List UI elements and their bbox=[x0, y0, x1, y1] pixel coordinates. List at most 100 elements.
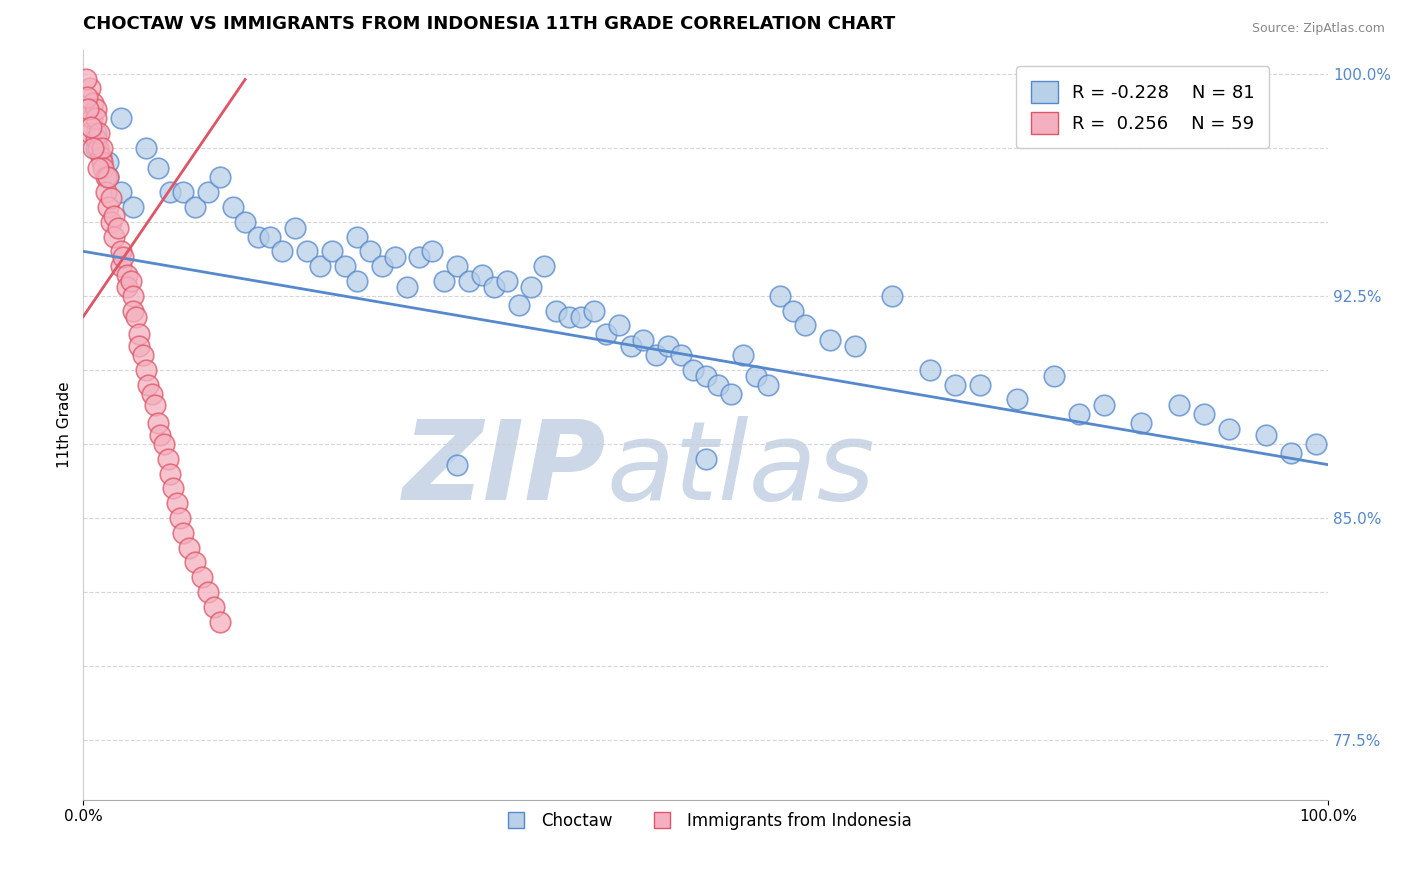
Point bbox=[177, 541, 200, 555]
Point bbox=[782, 303, 804, 318]
Point bbox=[141, 386, 163, 401]
Point bbox=[695, 451, 717, 466]
Point bbox=[321, 244, 343, 259]
Point bbox=[149, 428, 172, 442]
Point bbox=[132, 348, 155, 362]
Point bbox=[546, 303, 568, 318]
Point bbox=[645, 348, 668, 362]
Point bbox=[76, 90, 98, 104]
Y-axis label: 11th Grade: 11th Grade bbox=[58, 382, 72, 468]
Point bbox=[882, 289, 904, 303]
Point bbox=[80, 120, 103, 134]
Point bbox=[346, 229, 368, 244]
Point bbox=[110, 259, 132, 273]
Point bbox=[818, 333, 841, 347]
Point bbox=[82, 140, 104, 154]
Point bbox=[744, 368, 766, 383]
Point bbox=[308, 259, 330, 273]
Point bbox=[79, 81, 101, 95]
Point bbox=[97, 170, 120, 185]
Point bbox=[458, 274, 481, 288]
Point bbox=[620, 339, 643, 353]
Point bbox=[190, 570, 212, 584]
Point bbox=[89, 126, 111, 140]
Point bbox=[769, 289, 792, 303]
Point bbox=[495, 274, 517, 288]
Point bbox=[87, 161, 110, 176]
Point bbox=[110, 244, 132, 259]
Point bbox=[657, 339, 679, 353]
Point bbox=[122, 303, 145, 318]
Point bbox=[84, 126, 107, 140]
Point bbox=[1092, 399, 1115, 413]
Point bbox=[145, 399, 167, 413]
Point bbox=[91, 155, 114, 169]
Point bbox=[159, 467, 181, 481]
Point bbox=[633, 333, 655, 347]
Point bbox=[169, 511, 191, 525]
Point bbox=[1069, 407, 1091, 421]
Point bbox=[97, 155, 120, 169]
Point bbox=[84, 140, 107, 154]
Point bbox=[446, 458, 468, 472]
Point bbox=[162, 482, 184, 496]
Point bbox=[184, 200, 207, 214]
Point bbox=[94, 170, 117, 185]
Point bbox=[135, 140, 157, 154]
Point bbox=[122, 200, 145, 214]
Point bbox=[221, 200, 243, 214]
Point bbox=[1167, 399, 1189, 413]
Point bbox=[695, 368, 717, 383]
Point bbox=[446, 259, 468, 273]
Point bbox=[103, 229, 125, 244]
Point bbox=[259, 229, 281, 244]
Point bbox=[172, 185, 194, 199]
Point bbox=[112, 250, 135, 264]
Text: Source: ZipAtlas.com: Source: ZipAtlas.com bbox=[1251, 22, 1385, 36]
Point bbox=[533, 259, 555, 273]
Point bbox=[97, 170, 120, 185]
Point bbox=[471, 268, 494, 282]
Point bbox=[233, 215, 256, 229]
Point bbox=[135, 363, 157, 377]
Point bbox=[569, 310, 592, 324]
Point bbox=[595, 327, 617, 342]
Point bbox=[94, 185, 117, 199]
Point bbox=[558, 310, 581, 324]
Point bbox=[80, 111, 103, 125]
Point bbox=[124, 310, 146, 324]
Point bbox=[100, 215, 122, 229]
Point bbox=[1005, 392, 1028, 407]
Point bbox=[297, 244, 319, 259]
Point bbox=[1192, 407, 1215, 421]
Point bbox=[172, 525, 194, 540]
Point bbox=[136, 377, 159, 392]
Point bbox=[408, 250, 430, 264]
Point bbox=[197, 585, 219, 599]
Point bbox=[943, 377, 966, 392]
Point bbox=[1279, 446, 1302, 460]
Point bbox=[384, 250, 406, 264]
Point bbox=[1043, 368, 1066, 383]
Point bbox=[731, 348, 754, 362]
Point bbox=[508, 298, 530, 312]
Point bbox=[359, 244, 381, 259]
Point bbox=[115, 268, 138, 282]
Point bbox=[79, 126, 101, 140]
Point bbox=[969, 377, 991, 392]
Point bbox=[1305, 437, 1327, 451]
Point bbox=[844, 339, 866, 353]
Point bbox=[146, 161, 169, 176]
Point bbox=[1254, 428, 1277, 442]
Point bbox=[122, 289, 145, 303]
Point bbox=[90, 149, 112, 163]
Point bbox=[918, 363, 941, 377]
Point bbox=[682, 363, 704, 377]
Point bbox=[794, 318, 817, 333]
Point bbox=[482, 280, 505, 294]
Point bbox=[153, 437, 176, 451]
Text: atlas: atlas bbox=[606, 417, 875, 524]
Point bbox=[197, 185, 219, 199]
Point bbox=[110, 111, 132, 125]
Point bbox=[77, 102, 100, 116]
